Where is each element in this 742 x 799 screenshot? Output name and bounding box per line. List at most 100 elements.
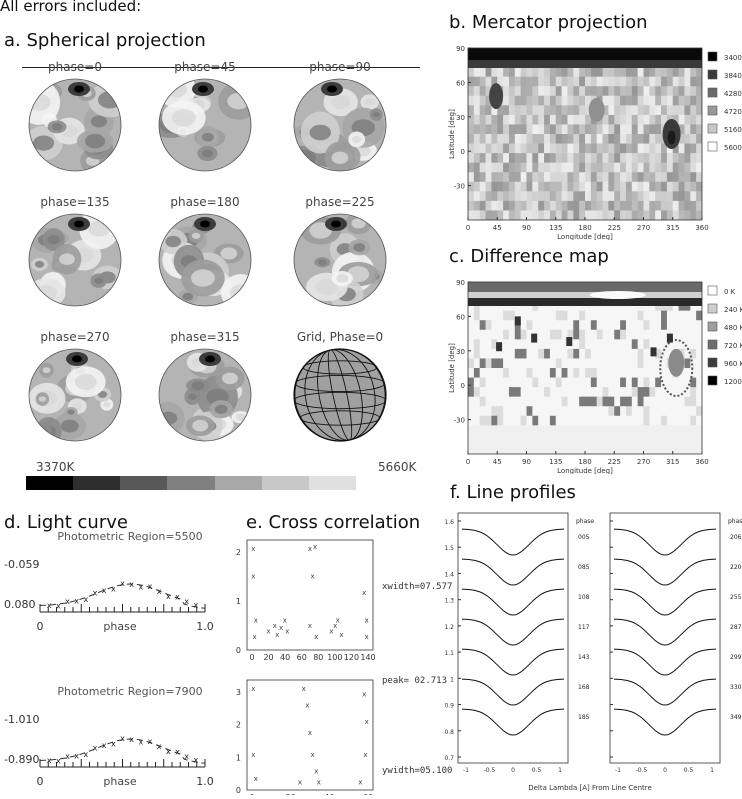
- legend-swatch: [707, 105, 718, 116]
- y-axis-label: Latitude [deg]: [448, 109, 456, 159]
- crosscorr-x-tick: 60: [297, 653, 307, 662]
- legend-swatch: [707, 141, 718, 152]
- x-tick-label: 0: [466, 224, 470, 232]
- lineprofile-xtick-label: 1: [558, 767, 562, 774]
- crosscorr-frame: [246, 679, 374, 791]
- lightcurve-point: x: [56, 602, 61, 611]
- crosscorr-y-tick: 0: [236, 786, 241, 795]
- lightcurve-point: x: [184, 597, 189, 606]
- lightcurve-point: x: [166, 592, 171, 601]
- colorbar-max: 5660K: [378, 460, 417, 474]
- grid-parallel: [299, 410, 381, 426]
- x-tick-label: 225: [608, 224, 621, 232]
- crosscorr-point: x: [362, 691, 366, 699]
- colorbar-step: [167, 476, 215, 490]
- temperature-colorbar: [26, 476, 356, 490]
- legend-swatch: [707, 375, 718, 386]
- crosscorr-y-tick: 2: [236, 721, 241, 730]
- crosscorr-point: x: [254, 775, 258, 783]
- sphere-phase-label: phase=0: [48, 60, 102, 74]
- lineprofile-frame: [457, 512, 569, 764]
- sphere-phase-label: phase=225: [305, 195, 374, 209]
- colorbar-step: [120, 476, 168, 490]
- colorbar-step: [26, 476, 74, 490]
- spherical-rule: [22, 67, 420, 68]
- legend-label: 1200 K: [724, 378, 742, 386]
- lightcurve-point: x: [83, 595, 88, 604]
- crosscorr-frame: [246, 539, 374, 651]
- lineprofile-phase: 085: [578, 564, 590, 571]
- x-tick-label: 0: [466, 458, 470, 466]
- sphere-map: [294, 214, 386, 306]
- legend-label: 4720 K: [724, 108, 742, 116]
- x-tick-label: 135: [549, 224, 562, 232]
- crosscorr-point: x: [305, 702, 309, 710]
- lineprofile-ytick-label: 1: [450, 676, 454, 683]
- sphere-phase-label: phase=90: [309, 60, 371, 74]
- xwidth-label: xwidth=07.577: [382, 582, 453, 592]
- lineprofile-xtick-label: 1: [710, 767, 714, 774]
- crosscorr-point: x: [254, 617, 258, 625]
- crosscorr-point: x: [313, 543, 317, 551]
- sphere-map: [29, 214, 121, 306]
- crosscorr-x-tick: 0: [249, 653, 254, 662]
- crosscorr-point: x: [308, 622, 312, 630]
- crosscorr-y-tick: 0: [236, 646, 241, 655]
- crosscorr-point: x: [317, 779, 321, 787]
- lineprofile-curve: [461, 618, 565, 646]
- crosscorr-point: x: [333, 622, 337, 630]
- y-tick-label: -30: [454, 417, 465, 425]
- y-tick-label: 0: [461, 148, 465, 156]
- crosscorr-point: x: [336, 617, 340, 625]
- lineprofile-xtick-label: 0: [663, 767, 667, 774]
- lineprofile-xtick-label: 0.5: [684, 767, 694, 774]
- lightcurve-point: x: [102, 741, 107, 750]
- x-tick-label: 45: [493, 224, 502, 232]
- crosscorr-x-tick: 140: [360, 653, 375, 662]
- lightcurve-point: x: [56, 757, 61, 766]
- lightcurve-point: x: [138, 583, 143, 592]
- lightcurve-point: x: [47, 601, 52, 610]
- lightcurve-point: x: [193, 755, 198, 764]
- legend-label: 3400 K: [724, 54, 742, 62]
- crosscorr-panels: 0 20 40 60 80 100 120 140 0 1 2 x x x x x x x x x x x x x x x x x x x…: [225, 530, 445, 799]
- legend-swatch: [707, 69, 718, 80]
- lightcurve-point: x: [120, 734, 125, 743]
- crosscorr-point: x: [302, 685, 306, 693]
- colorbar-step: [308, 476, 356, 490]
- lineprofile-curve: [613, 648, 717, 676]
- x-tick-label: 225: [608, 458, 621, 466]
- peak-label: peak= 02.713: [382, 676, 448, 686]
- lightcurve-point: x: [166, 747, 171, 756]
- legend-label: 960 K: [724, 360, 742, 368]
- colorbar-step: [214, 476, 262, 490]
- lineprofile-xtick-label: 0.5: [532, 767, 542, 774]
- lineprofile-curve: [613, 558, 717, 586]
- map-image: [468, 48, 702, 220]
- crosscorr-point: x: [275, 631, 279, 639]
- crosscorr-x-tick: 40: [280, 653, 290, 662]
- lineprofile-curve: [461, 528, 565, 556]
- crosscorr-point: x: [266, 628, 270, 636]
- lightcurve-ytop: -1.010: [4, 713, 39, 726]
- lightcurve-xlabel: phase: [103, 620, 136, 633]
- crosscorr-point: x: [251, 751, 255, 759]
- lightcurve-point: x: [193, 600, 198, 609]
- lineprofile-curve: [613, 708, 717, 736]
- lightcurve-model: [39, 583, 206, 609]
- x-tick-label: 180: [578, 458, 591, 466]
- sphere-map: [29, 349, 121, 441]
- y-tick-label: 90: [456, 45, 465, 53]
- sphere-phase-label: phase=270: [40, 330, 109, 344]
- lightcurve-point: x: [129, 580, 134, 589]
- lightcurve-point: x: [93, 588, 98, 597]
- lightcurve-point: x: [83, 750, 88, 759]
- ywidth-label: ywidth=05.100: [382, 766, 453, 776]
- y-tick-label: -30: [454, 183, 465, 191]
- crosscorr-x-tick: 100: [327, 653, 342, 662]
- lineprofile-ytick-label: 1.4: [444, 571, 454, 578]
- crosscorr-point: x: [285, 628, 289, 636]
- sphere-map: [159, 214, 251, 306]
- lightcurve-point: x: [65, 597, 70, 606]
- crosscorr-point: x: [310, 751, 314, 759]
